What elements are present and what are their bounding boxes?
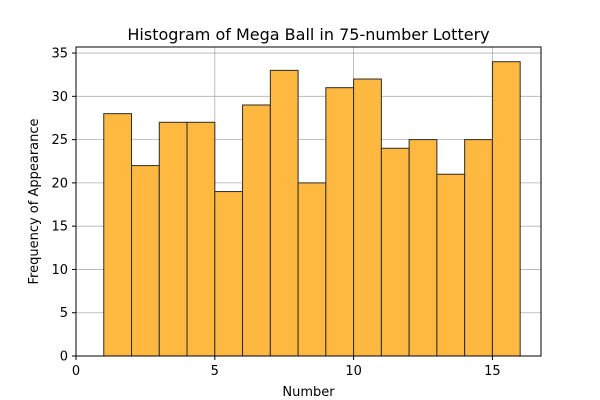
x-tick-label: 0: [72, 364, 80, 379]
y-tick-label: 0: [60, 350, 68, 365]
x-axis-title: Number: [282, 385, 335, 400]
histogram-bar: [408, 139, 438, 357]
x-tick-label: 10: [345, 364, 362, 379]
x-axis-ticks: 0 5 10 15: [72, 356, 501, 379]
histogram-bar: [131, 165, 160, 357]
y-tick-label: 30: [51, 90, 68, 105]
y-tick-label: 35: [51, 47, 68, 62]
y-axis-title: Frequency of Appearance: [27, 118, 42, 284]
y-tick-label: 20: [51, 176, 68, 191]
y-tick-label: 25: [51, 133, 68, 148]
histogram-bar: [353, 78, 382, 357]
histogram-bars: [103, 61, 521, 357]
histogram-bar: [158, 121, 188, 357]
chart-title: Histogram of Mega Ball in 75-number Lott…: [127, 25, 489, 44]
histogram-bar: [269, 69, 299, 357]
x-tick-label: 5: [211, 364, 219, 379]
histogram-bar: [242, 104, 271, 357]
y-tick-label: 15: [51, 220, 68, 235]
y-tick-label: 10: [51, 263, 68, 278]
histogram-bar: [186, 121, 216, 357]
histogram-bar: [436, 173, 466, 357]
x-tick-label: 15: [484, 364, 501, 379]
histogram-bar: [325, 87, 355, 357]
plot-area-frame: [75, 46, 542, 357]
histogram-bar: [464, 139, 493, 357]
histogram-bar: [491, 61, 521, 357]
histogram-bar: [214, 191, 244, 357]
y-axis-ticks: 0 5 10 15 20 25 30 35: [51, 47, 76, 365]
y-tick-label: 5: [60, 306, 68, 321]
histogram-bar: [297, 182, 327, 357]
histogram-bar: [380, 147, 410, 357]
histogram-bar: [103, 113, 133, 357]
